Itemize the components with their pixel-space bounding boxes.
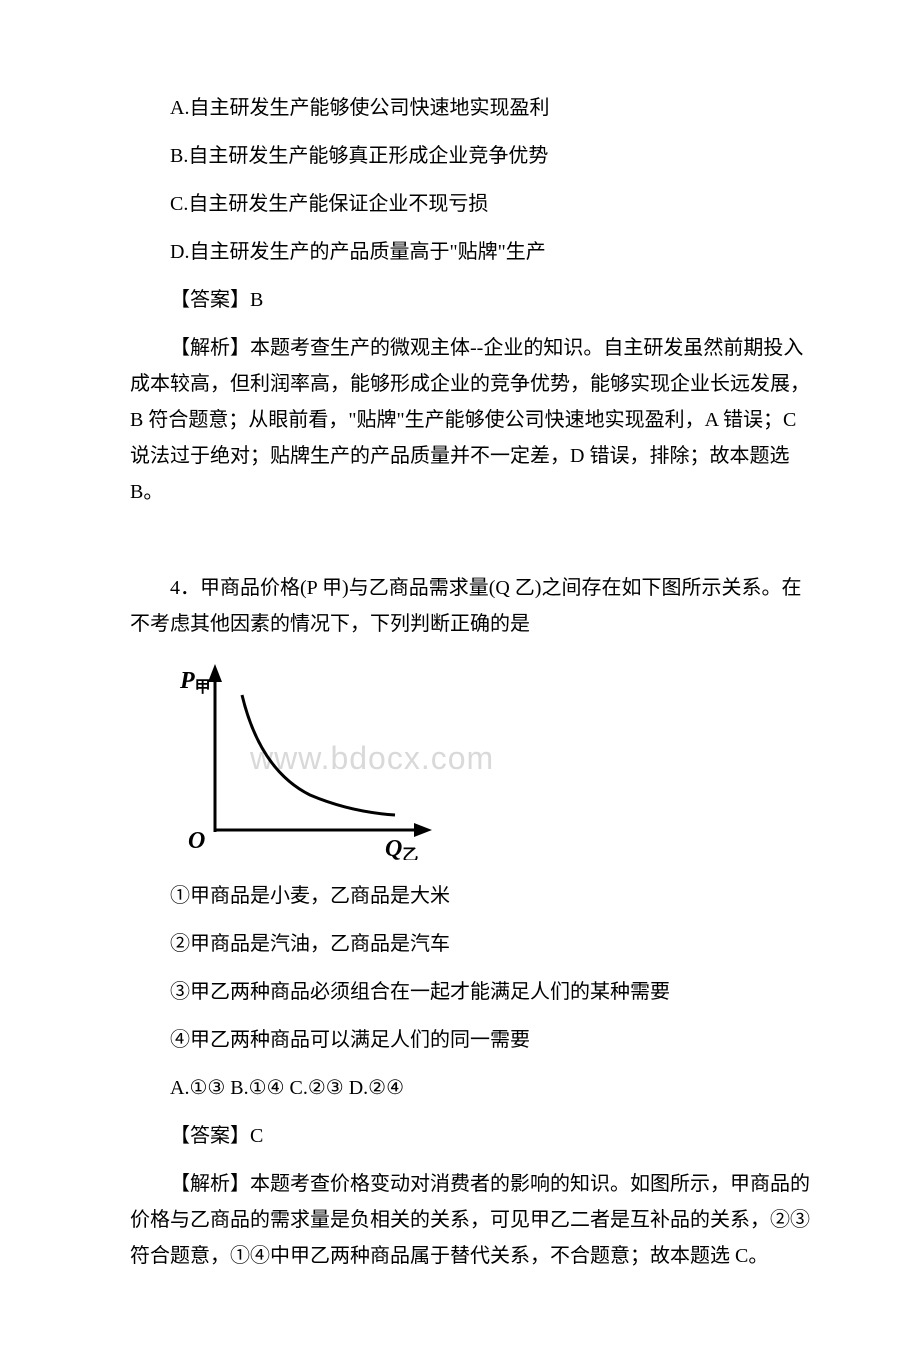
- q3-answer: 【答案】B: [130, 282, 810, 318]
- q4-stem: 4．甲商品价格(P 甲)与乙商品需求量(Q 乙)之间存在如下图所示关系。在不考虑…: [130, 570, 810, 642]
- q4-options: A.①③ B.①④ C.②③ D.②④: [130, 1070, 810, 1106]
- origin-label: O: [188, 828, 205, 854]
- q4-answer: 【答案】C: [130, 1118, 810, 1154]
- question-4: 4．甲商品价格(P 甲)与乙商品需求量(Q 乙)之间存在如下图所示关系。在不考虑…: [130, 570, 810, 1274]
- q4-item-4: ④甲乙两种商品可以满足人们的同一需要: [130, 1022, 810, 1058]
- q3-option-d: D.自主研发生产的产品质量高于"贴牌"生产: [130, 234, 810, 270]
- q4-explanation: 【解析】本题考查价格变动对消费者的影响的知识。如图所示，甲商品的价格与乙商品的需…: [130, 1166, 810, 1274]
- q4-item-3: ③甲乙两种商品必须组合在一起才能满足人们的某种需要: [130, 974, 810, 1010]
- demand-curve: [242, 695, 395, 815]
- x-axis-arrow: [414, 823, 432, 837]
- q4-item-1: ①甲商品是小麦，乙商品是大米: [130, 878, 810, 914]
- q3-option-a: A.自主研发生产能够使公司快速地实现盈利: [130, 90, 810, 126]
- q3-explanation: 【解析】本题考查生产的微观主体--企业的知识。自主研发虽然前期投入成本较高，但利…: [130, 330, 810, 510]
- q4-item-2: ②甲商品是汽油，乙商品是汽车: [130, 926, 810, 962]
- demand-curve-chart: www.bdocx.com P甲 O Q乙: [170, 660, 490, 860]
- chart-svg: P甲 O Q乙: [170, 660, 490, 860]
- q3-option-c: C.自主研发生产能保证企业不现亏损: [130, 186, 810, 222]
- q3-option-b: B.自主研发生产能够真正形成企业竞争优势: [130, 138, 810, 174]
- x-axis-label: Q乙: [385, 836, 418, 860]
- y-axis-label: P甲: [179, 668, 211, 696]
